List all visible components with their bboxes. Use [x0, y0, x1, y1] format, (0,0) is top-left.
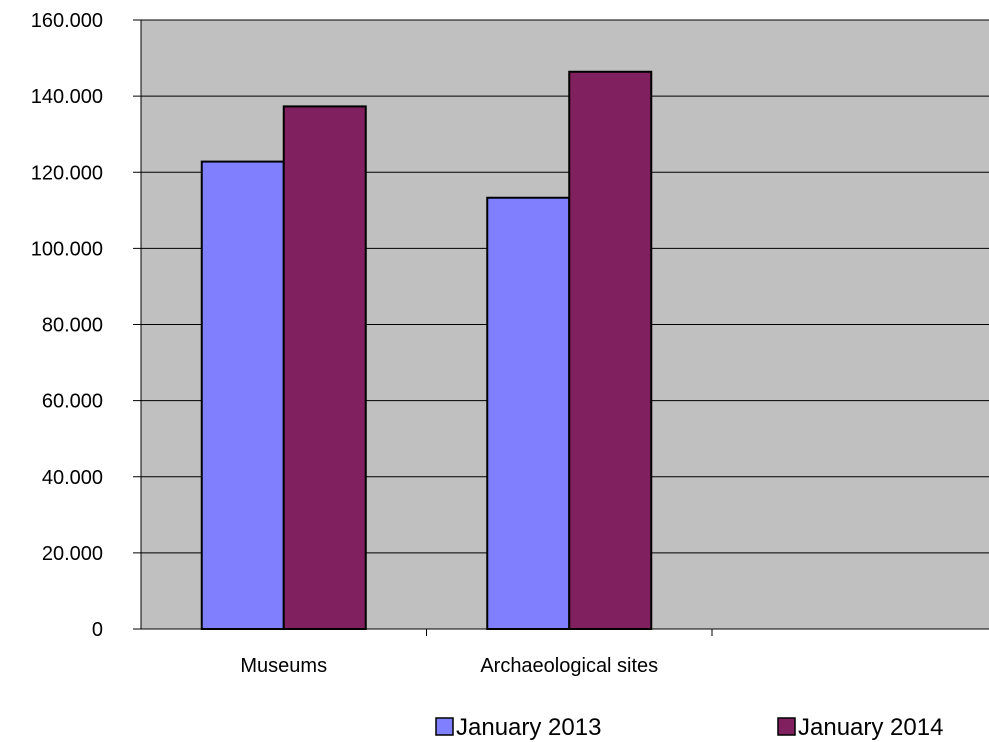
category-label-archaeological-sites: Archaeological sites — [480, 655, 658, 677]
legend-swatch-january-2014 — [777, 717, 796, 736]
y-tick-label-0: 0 — [92, 619, 103, 641]
bar-archaeological-sites-january-2013 — [486, 196, 571, 631]
bars — [200, 70, 653, 631]
category-label-museums: Museums — [240, 655, 327, 677]
category-labels: Museums Archaeological sites — [240, 655, 658, 677]
bar-museums-january-2013 — [200, 160, 285, 630]
legend-label-january-2014: January 2014 — [798, 714, 943, 741]
bar-museums-january-2014 — [282, 105, 367, 631]
y-tick-labels: 0 20.000 40.000 60.000 80.000 100.000 120.000 1… — [31, 10, 103, 641]
legend: January 2013 January 2014 — [435, 714, 943, 741]
y-tick-label-60000: 60.000 — [42, 391, 103, 413]
y-tick-label-80000: 80.000 — [42, 315, 103, 337]
axes — [133, 19, 989, 636]
y-tick-label-100000: 100.000 — [31, 238, 103, 260]
legend-swatch-january-2013 — [435, 717, 454, 736]
y-tick-label-140000: 140.000 — [31, 86, 103, 108]
y-tick-label-160000: 160.000 — [31, 10, 103, 32]
y-tick-label-120000: 120.000 — [31, 162, 103, 184]
bar-archaeological-sites-january-2014 — [568, 70, 653, 630]
legend-label-january-2013: January 2013 — [456, 714, 601, 741]
y-tick-label-40000: 40.000 — [42, 467, 103, 489]
y-tick-label-20000: 20.000 — [42, 543, 103, 565]
